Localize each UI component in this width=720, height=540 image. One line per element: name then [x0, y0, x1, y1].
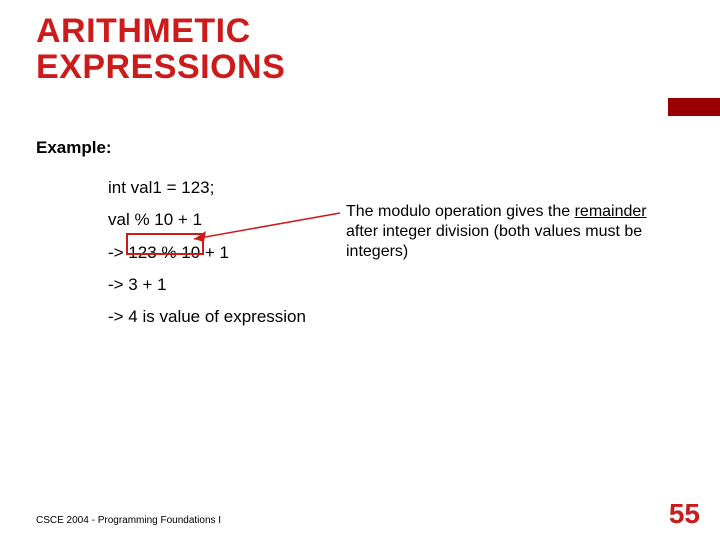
slide-title: ARITHMETICEXPRESSIONS [36, 14, 285, 85]
title-text: ARITHMETICEXPRESSIONS [36, 12, 285, 86]
footer-course: CSCE 2004 - Programming Foundations I [36, 515, 221, 526]
example-label: Example: [36, 138, 112, 158]
code-line-4: -> 3 + 1 [108, 269, 306, 301]
explain-underlined: remainder [575, 203, 647, 220]
explanation: The modulo operation gives the remainder… [346, 202, 656, 262]
code-line-1: int val1 = 123; [108, 172, 306, 204]
page-number: 55 [669, 498, 700, 530]
explain-part1: The modulo operation gives the [346, 203, 575, 220]
highlight-box [126, 233, 204, 255]
code-line-2: val % 10 + 1 [108, 204, 306, 236]
explain-part2: after integer division (both values must… [346, 223, 642, 260]
code-line-5: -> 4 is value of expression [108, 301, 306, 333]
accent-bar [668, 98, 720, 116]
